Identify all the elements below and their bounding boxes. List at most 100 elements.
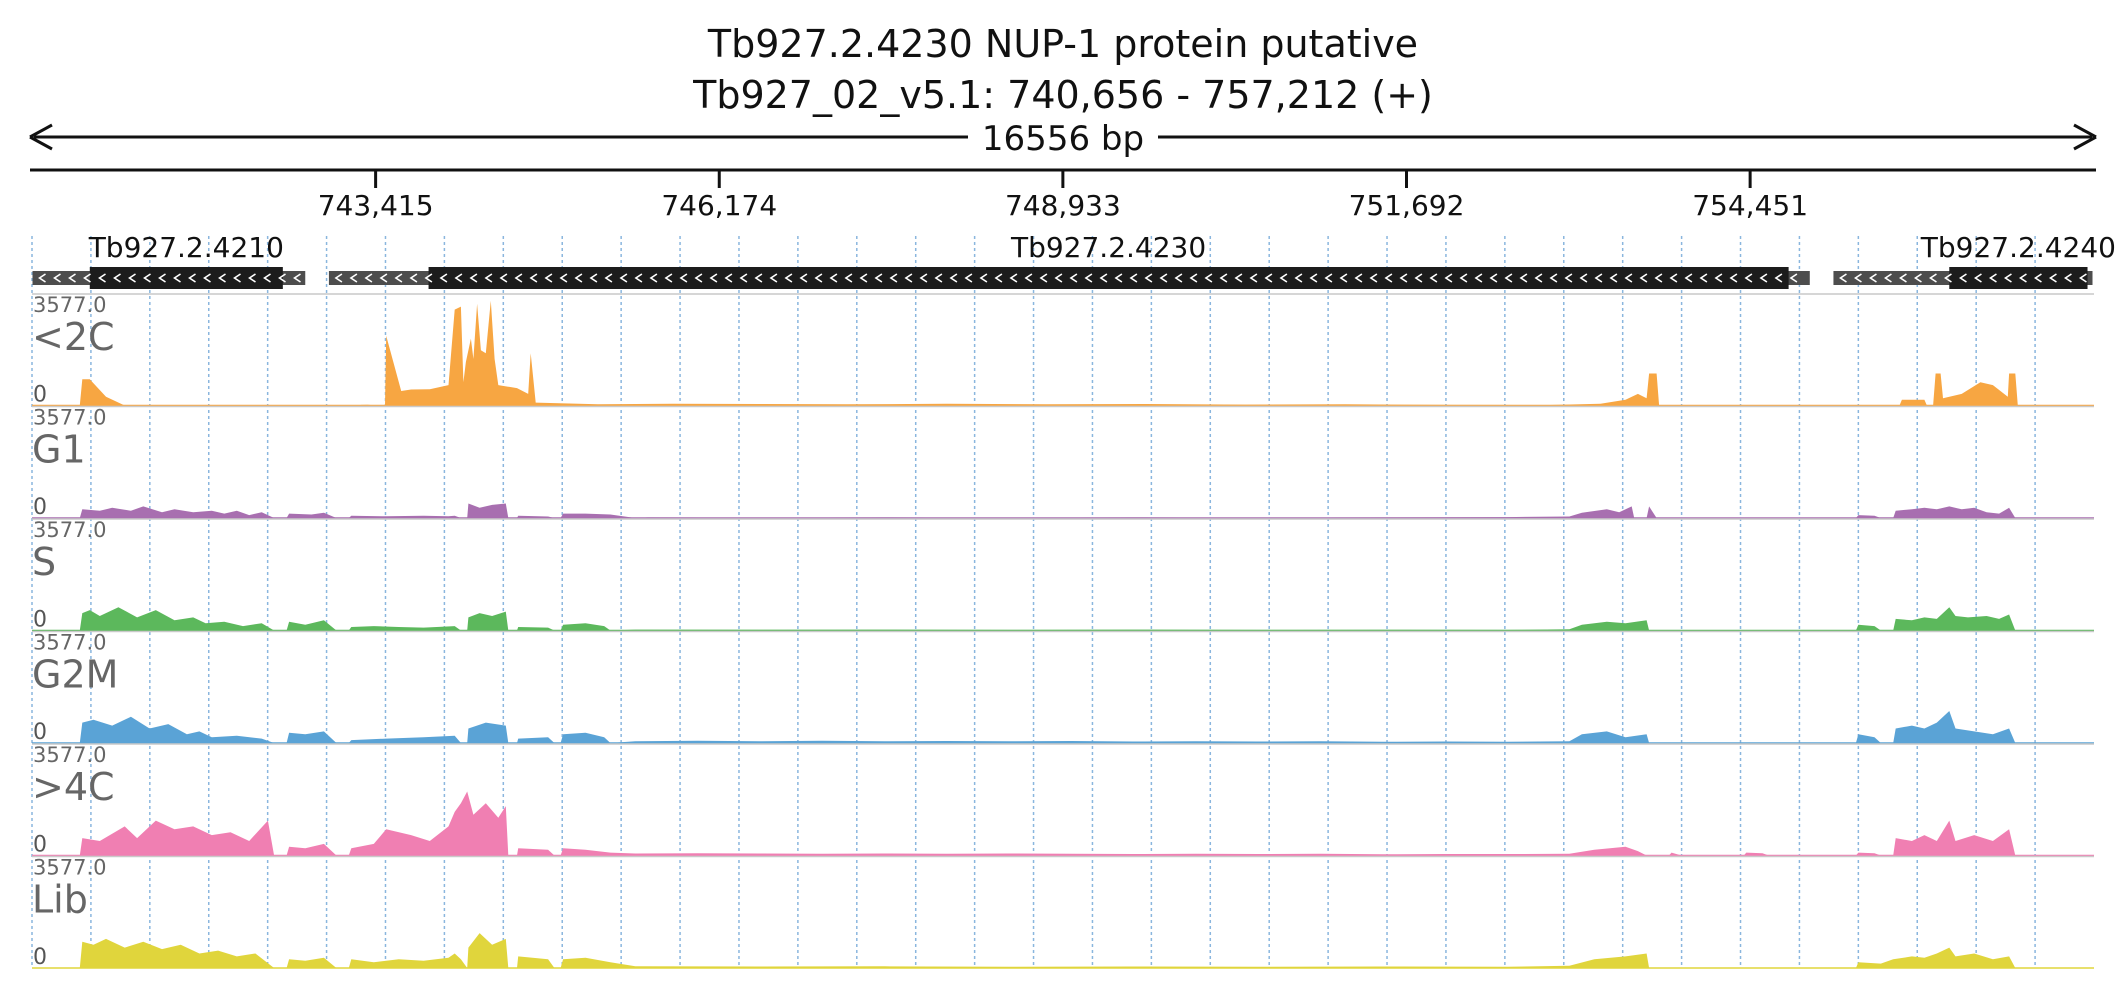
coverage-area (32, 503, 2094, 518)
strand-arrow (1249, 273, 1258, 283)
strand-arrow (589, 273, 598, 283)
strand-arrow (769, 273, 778, 283)
strand-arrow (278, 273, 286, 283)
track-ymax-label: 3577.0 (33, 856, 106, 880)
strand-arrow (1549, 273, 1558, 283)
strand-arrow (559, 273, 568, 283)
strand-arrow (544, 273, 553, 283)
strand-arrow (634, 273, 643, 283)
strand-arrow (1204, 273, 1213, 283)
strand-arrow (128, 273, 136, 283)
strand-arrow (1929, 273, 1937, 283)
strand-arrow (409, 273, 418, 283)
track-ymin-label: 0 (33, 495, 47, 520)
coverage-track: 3577.0 0 Lib (32, 856, 2094, 970)
chart-subtitle: Tb927_02_v5.1: 740,656 - 757,212 (+) (692, 73, 1433, 117)
coverage-track: 3577.0 0 >4C (32, 743, 2094, 858)
strand-arrow (994, 273, 1003, 283)
coverage-area (32, 711, 2094, 743)
coverage-track: 3577.0 0 S (32, 518, 2094, 633)
track-name: S (32, 540, 56, 584)
strand-arrow (1759, 273, 1768, 283)
strand-arrow (1264, 273, 1273, 283)
strand-arrow (1459, 273, 1468, 283)
strand-arrow (814, 273, 823, 283)
strand-arrow (499, 273, 508, 283)
track-ymin-label: 0 (33, 833, 47, 858)
strand-arrow (529, 273, 538, 283)
span-ruler: 16556 bp (29, 118, 2097, 159)
strand-arrow (1594, 273, 1603, 283)
strand-arrow (379, 273, 388, 283)
strand-arrow (424, 273, 433, 283)
strand-arrow (604, 273, 613, 283)
strand-arrow (844, 273, 853, 283)
track-ymin-label: 0 (33, 720, 47, 745)
strand-arrow (2019, 273, 2027, 283)
span-right-arrowhead (2073, 123, 2097, 151)
strand-arrow (1774, 273, 1783, 283)
axis-tick-label: 754,451 (1692, 189, 1808, 222)
strand-arrow (784, 273, 793, 283)
track-ymax-label: 3577.0 (33, 743, 106, 767)
strand-arrow (98, 273, 106, 283)
gene-cds (1949, 267, 2088, 289)
strand-arrow (1429, 273, 1438, 283)
coverage-area (32, 791, 2094, 856)
strand-arrow (1159, 273, 1168, 283)
strand-arrow (439, 273, 448, 283)
gene-cds (89, 267, 283, 289)
strand-arrow (1699, 273, 1708, 283)
strand-arrow (1234, 273, 1243, 283)
strand-arrow (1009, 273, 1018, 283)
strand-arrow (1564, 273, 1573, 283)
strand-arrow (1729, 273, 1738, 283)
strand-arrow (1714, 273, 1723, 283)
strand-arrow (1489, 273, 1498, 283)
strand-arrow (1024, 273, 1033, 283)
track-ymax-label: 3577.0 (33, 518, 106, 542)
strand-arrow (218, 273, 226, 283)
track-name: G2M (32, 653, 118, 697)
track-name: G1 (32, 428, 86, 472)
strand-arrow (859, 273, 868, 283)
strand-arrow (1914, 273, 1922, 283)
coverage-track: 3577.0 0 G1 (32, 406, 2094, 520)
strand-arrow (2004, 273, 2012, 283)
track-ymax-label: 3577.0 (33, 293, 106, 317)
strand-arrow (248, 273, 256, 283)
gene-model: Tb927.2.4230 (328, 231, 1810, 289)
strand-arrow (904, 273, 913, 283)
strand-arrow (2064, 273, 2072, 283)
strand-arrow (1309, 273, 1318, 283)
strand-arrow (38, 273, 46, 283)
gene-label: Tb927.2.4230 (1010, 231, 1206, 264)
strand-arrow (364, 273, 373, 283)
strand-arrow (829, 273, 838, 283)
gene-label: Tb927.2.4210 (88, 231, 284, 264)
strand-arrow (2079, 273, 2087, 283)
track-ymin-label: 0 (33, 608, 47, 633)
strand-arrow (233, 273, 241, 283)
strand-arrow (484, 273, 493, 283)
strand-arrow (919, 273, 928, 283)
coverage-area (32, 300, 2094, 406)
strand-arrow (1069, 273, 1078, 283)
strand-arrow (1899, 273, 1907, 283)
strand-arrow (173, 273, 181, 283)
strand-arrow (83, 273, 91, 283)
strand-arrow (1504, 273, 1513, 283)
strand-arrow (1519, 273, 1528, 283)
strand-arrow (203, 273, 211, 283)
strand-arrow (1414, 273, 1423, 283)
strand-arrow (934, 273, 943, 283)
coordinate-axis: 743,415 746,174 748,933 751,692 754,451 (30, 168, 2096, 222)
strand-arrow (113, 273, 121, 283)
strand-arrow (1339, 273, 1348, 283)
track-ymin-label: 0 (33, 945, 47, 970)
chart-title: Tb927.2.4230 NUP-1 protein putative (707, 22, 1418, 66)
strand-arrow (1789, 273, 1798, 283)
strand-arrow (394, 273, 403, 283)
gene-label: Tb927.2.4240 (1920, 231, 2116, 264)
gene-model: Tb927.2.4240 (1833, 231, 2116, 289)
